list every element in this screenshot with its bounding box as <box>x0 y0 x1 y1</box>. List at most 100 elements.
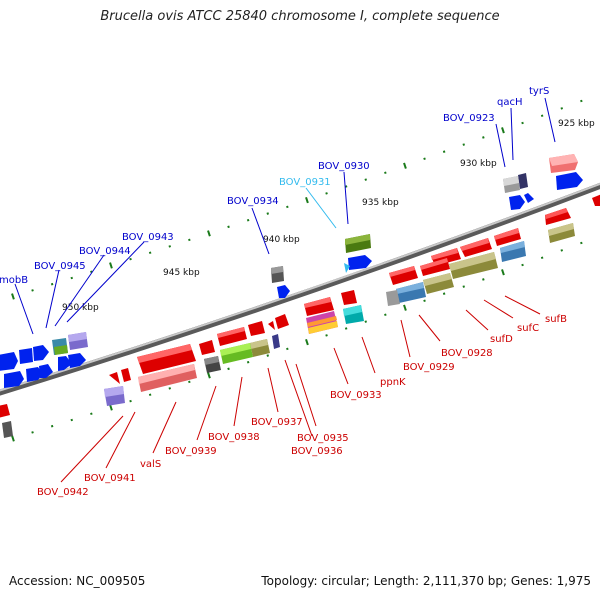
gene-feature[interactable] <box>33 345 49 361</box>
scale-label: 930 kbp <box>460 159 497 169</box>
gene-label[interactable]: sufC <box>517 323 539 334</box>
gene-feature[interactable] <box>389 266 418 285</box>
scale-tick-minor <box>540 114 544 117</box>
gene-label[interactable]: BOV_0936 <box>291 446 343 457</box>
scale-tick-minor <box>266 354 270 357</box>
scale-tick-minor <box>462 285 466 288</box>
gene-feature[interactable] <box>138 364 197 392</box>
gene-feature[interactable] <box>449 252 498 279</box>
scale-tick-minor <box>227 367 230 371</box>
scale-tick-minor <box>168 387 172 390</box>
scale-tick-minor <box>246 218 250 222</box>
gene-feature[interactable] <box>304 297 334 316</box>
gene-label[interactable]: BOV_0933 <box>330 390 382 401</box>
scale-tick-minor <box>286 347 289 351</box>
gene-feature[interactable] <box>0 404 10 418</box>
gene-feature[interactable] <box>104 386 125 406</box>
gene-feature[interactable] <box>545 208 571 225</box>
gene-feature[interactable] <box>58 353 86 371</box>
gene-feature[interactable] <box>548 223 575 243</box>
scale-tick-minor <box>325 334 328 337</box>
gene-label[interactable]: BOV_0931 <box>279 177 331 188</box>
gene-feature[interactable] <box>500 241 526 262</box>
gene-label[interactable]: BOV_0944 <box>79 246 131 257</box>
scale-tick-minor <box>148 251 152 255</box>
gene-feature[interactable] <box>268 314 289 330</box>
gene-label[interactable]: tyrS <box>529 86 549 97</box>
gene-feature[interactable] <box>494 228 521 246</box>
scale-tick-minor <box>129 257 132 261</box>
gene-label[interactable]: BOV_0937 <box>251 417 303 428</box>
gene-feature[interactable] <box>345 234 371 253</box>
gene-feature[interactable] <box>509 193 534 210</box>
gene-feature[interactable] <box>2 421 13 438</box>
gene-feature[interactable] <box>0 352 18 371</box>
gene-feature[interactable] <box>271 266 284 283</box>
scale-tick-minor <box>129 399 132 403</box>
gene-feature[interactable] <box>343 305 364 324</box>
scale-tick-minor <box>31 431 34 434</box>
gene-label[interactable]: BOV_0938 <box>208 432 260 443</box>
scale-tick-minor <box>580 99 583 103</box>
gene-feature[interactable] <box>306 311 338 334</box>
gene-label[interactable]: BOV_0929 <box>403 362 455 373</box>
gene-feature[interactable] <box>518 173 528 189</box>
genome-summary-text: Topology: circular; Length: 2,111,370 bp… <box>261 574 591 588</box>
gene-label[interactable]: mobB <box>0 275 28 286</box>
gene-feature[interactable] <box>4 364 53 388</box>
gene-feature[interactable] <box>460 238 492 257</box>
scale-label: 925 kbp <box>558 119 595 129</box>
gene-label[interactable]: qacH <box>497 97 523 108</box>
gene-feature[interactable] <box>199 340 215 355</box>
gene-feature[interactable] <box>386 290 400 306</box>
gene-feature[interactable] <box>19 348 33 364</box>
gene-feature[interactable] <box>220 343 253 364</box>
gene-feature[interactable] <box>396 282 426 303</box>
gene-feature[interactable] <box>137 344 196 374</box>
gene-label[interactable]: BOV_0923 <box>443 113 495 124</box>
gene-label[interactable]: BOV_0935 <box>297 433 349 444</box>
gene-feature[interactable] <box>204 356 221 373</box>
gene-feature[interactable] <box>341 290 357 305</box>
map-title: Brucella ovis ATCC 25840 chromosome I, c… <box>100 9 500 24</box>
gene-label[interactable]: BOV_0945 <box>34 261 86 272</box>
gene-label[interactable]: valS <box>140 459 161 470</box>
gene-feature[interactable] <box>344 263 350 273</box>
gene-feature[interactable] <box>277 285 290 298</box>
gene-feature[interactable] <box>549 154 578 173</box>
scale-tick-minor <box>423 157 426 160</box>
reverse-genes <box>0 194 600 438</box>
gene-feature[interactable] <box>272 334 280 349</box>
scale-ticks-lower <box>11 241 583 442</box>
scale-tick-major <box>109 262 113 269</box>
gene-label[interactable]: BOV_0943 <box>122 232 174 243</box>
scale-tick-major <box>207 230 211 237</box>
gene-label[interactable]: BOV_0941 <box>84 473 136 484</box>
gene-label[interactable]: BOV_0939 <box>165 446 217 457</box>
gene-feature[interactable] <box>217 327 247 346</box>
gene-feature[interactable] <box>556 172 583 190</box>
gene-label[interactable]: ppnK <box>380 377 406 388</box>
gene-label[interactable]: BOV_0930 <box>318 161 370 172</box>
gene-feature[interactable] <box>109 368 131 384</box>
scale-tick-minor <box>344 327 348 330</box>
gene-feature[interactable] <box>420 258 450 276</box>
gene-feature[interactable] <box>592 194 600 206</box>
gene-feature[interactable] <box>68 332 88 350</box>
gene-label[interactable]: BOV_0928 <box>441 348 493 359</box>
gene-label[interactable]: BOV_0942 <box>37 487 89 498</box>
gene-label[interactable]: sufB <box>545 314 567 325</box>
scale-tick-minor <box>325 192 328 195</box>
gene-feature[interactable] <box>423 273 454 294</box>
gene-feature[interactable] <box>348 255 372 270</box>
gene-feature[interactable] <box>52 338 68 355</box>
gene-label[interactable]: sufD <box>490 334 513 345</box>
gene-feature[interactable] <box>248 321 265 336</box>
scale-tick-major <box>403 304 407 311</box>
scale-tick-minor <box>521 263 524 267</box>
gene-feature[interactable] <box>250 339 270 357</box>
gene-label[interactable]: BOV_0934 <box>227 196 279 207</box>
scale-tick-major <box>11 293 15 300</box>
scale-tick-minor <box>246 360 250 364</box>
gene-feature[interactable] <box>503 176 520 193</box>
